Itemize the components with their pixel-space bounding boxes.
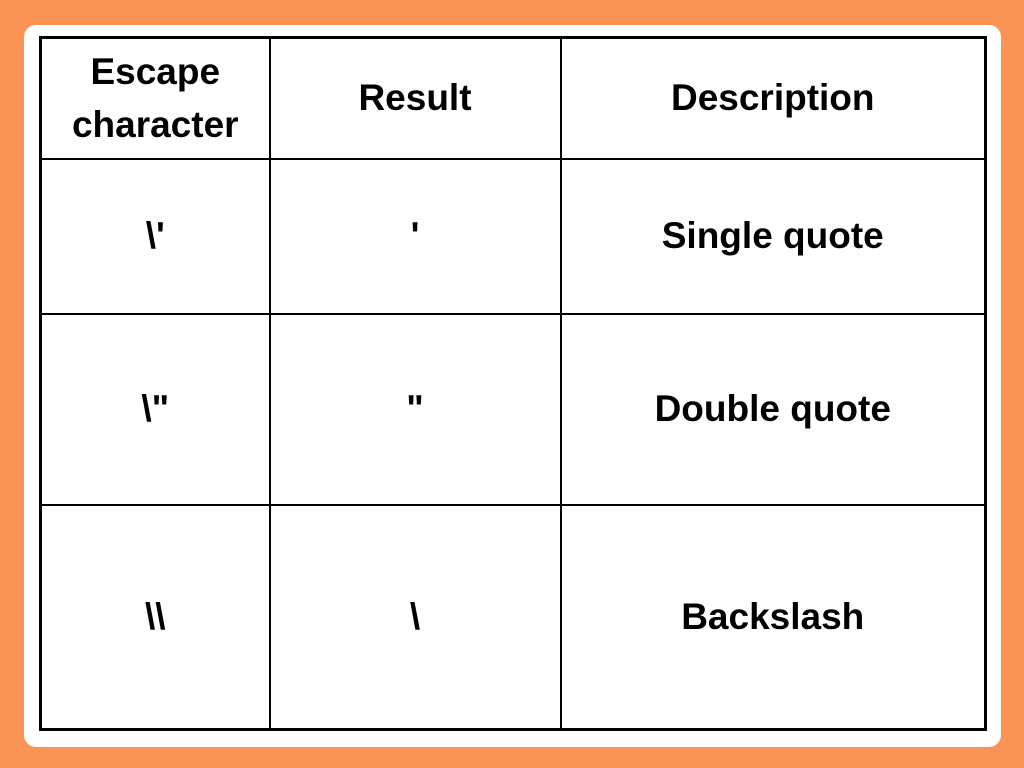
header-result-label: Result <box>358 77 472 119</box>
escape-characters-table: Escape character Result Description \' '… <box>39 36 987 731</box>
cell-escape-character: \' <box>39 157 271 315</box>
cell-escape-character: \\ <box>39 503 271 731</box>
cell-result: ' <box>268 157 562 315</box>
table-row: \" " Double quote <box>39 312 987 506</box>
table-header-row: Escape character Result Description <box>39 36 987 160</box>
cell-result: " <box>268 312 562 506</box>
header-escape-character: Escape character <box>39 36 271 160</box>
header-description: Description <box>559 36 987 160</box>
cell-description: Single quote <box>559 157 987 315</box>
header-result: Result <box>268 36 562 160</box>
table-row: \\ \ Backslash <box>39 503 987 731</box>
cell-result: \ <box>268 503 562 731</box>
header-description-label: Description <box>670 77 875 119</box>
header-escape-character-label: Escape character <box>71 50 239 146</box>
table-card: Escape character Result Description \' '… <box>24 25 1001 747</box>
cell-description: Backslash <box>559 503 987 731</box>
cell-escape-character: \" <box>39 312 271 506</box>
cell-description: Double quote <box>559 312 987 506</box>
table-row: \' ' Single quote <box>39 157 987 315</box>
